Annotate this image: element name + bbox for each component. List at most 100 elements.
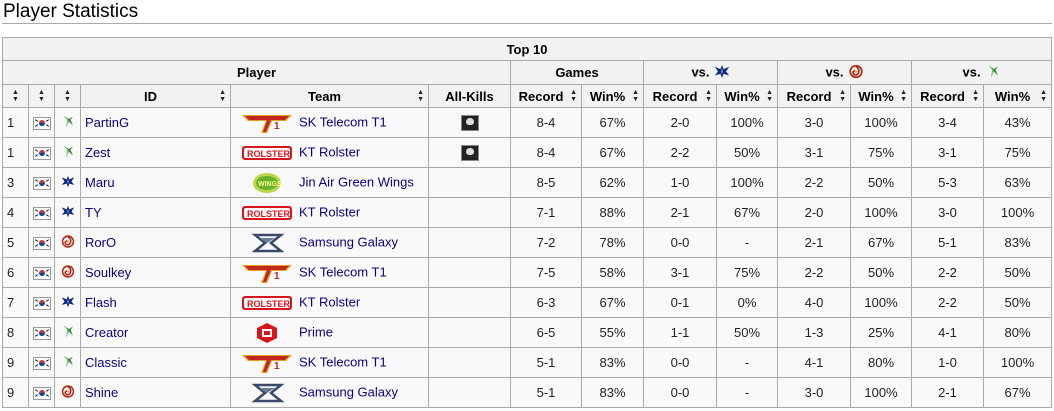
player-link[interactable]: Classic [85, 355, 127, 370]
sort-allkills-header[interactable]: All-Kills [428, 84, 511, 108]
vs-protoss-label: vs. [962, 63, 981, 79]
race-cell [54, 257, 81, 288]
team-link[interactable]: Prime [299, 323, 333, 339]
player-link[interactable]: TY [85, 205, 102, 220]
vs-terran-winpct-cell: 50% [716, 137, 778, 168]
rank-cell: 1 [2, 137, 29, 168]
player-id-cell: Maru [80, 167, 231, 198]
team-cell: WINGS Jin Air Green Wings [230, 167, 429, 198]
player-link[interactable]: Zest [85, 145, 111, 160]
vs-protoss-winpct-cell: 100% [982, 197, 1053, 228]
vs-terran-winpct-cell: - [716, 347, 778, 378]
sort-rank-header[interactable]: ▲ ▼ [2, 84, 29, 108]
vs-protoss-winpct-cell: 67% [982, 377, 1053, 408]
games-record-cell: 7-2 [510, 227, 582, 258]
vs-terran-winpct-cell: 100% [716, 107, 778, 138]
sort-arrows-icon[interactable]: ▲ ▼ [705, 89, 712, 103]
sort-arrows-icon[interactable]: ▲ ▼ [900, 89, 907, 103]
vs-protoss-winpct-cell: 83% [982, 227, 1053, 258]
games-record-cell: 8-5 [510, 167, 582, 198]
allkills-cell [428, 257, 511, 288]
table-row: 6 Soulkey 1 SK Telecom T1 7-5 58% 3-1 75% 2-2 50%… [2, 257, 1053, 288]
south-korea-flag [33, 207, 51, 221]
south-korea-flag [33, 267, 51, 281]
sort-team-header[interactable]: Team ▲ ▼ [230, 84, 429, 108]
sort-race-header[interactable]: ▲ ▼ [54, 84, 81, 108]
kt-rolster-logo: ROLSTER [242, 295, 292, 310]
vs-zerg-winpct-cell: 80% [850, 347, 912, 378]
vs-terran-winpct-cell: 67% [716, 197, 778, 228]
sort-arrows-icon[interactable]: ▲ ▼ [219, 89, 226, 103]
sort-vs-terran-winpct-header[interactable]: Win% ▲ ▼ [716, 84, 778, 108]
vs-terran-record-cell: 0-1 [643, 287, 717, 318]
player-link[interactable]: Soulkey [85, 265, 132, 280]
sort-arrows-icon[interactable]: ▲ ▼ [64, 89, 71, 103]
sort-arrows-icon[interactable]: ▲ ▼ [766, 89, 773, 103]
player-link[interactable]: PartinG [85, 115, 130, 130]
rank-cell: 3 [2, 167, 29, 198]
team-link[interactable]: SK Telecom T1 [299, 113, 387, 129]
sort-vs-zerg-winpct-header[interactable]: Win% ▲ ▼ [850, 84, 912, 108]
sort-arrows-icon[interactable]: ▲ ▼ [12, 89, 19, 103]
team-link[interactable]: KT Rolster [299, 203, 361, 219]
sort-games-winpct-header[interactable]: Win% ▲ ▼ [581, 84, 644, 108]
player-link[interactable]: Maru [85, 175, 115, 190]
player-link[interactable]: RorO [85, 235, 117, 250]
games-winpct-cell: 55% [581, 317, 644, 348]
sort-id-header[interactable]: ID ▲ ▼ [80, 84, 231, 108]
south-korea-flag [33, 147, 51, 161]
vs-protoss-record-cell: 4-1 [911, 317, 984, 348]
player-link[interactable]: Flash [85, 295, 117, 310]
sort-vs-protoss-winpct-label: Win% [994, 88, 1031, 104]
sort-vs-terran-record-header[interactable]: Record ▲ ▼ [643, 84, 717, 108]
vs-protoss-winpct-cell: 75% [982, 137, 1053, 168]
team-link[interactable]: KT Rolster [299, 143, 361, 159]
team-link[interactable]: SK Telecom T1 [299, 263, 387, 279]
sort-arrows-icon[interactable]: ▲ ▼ [972, 89, 979, 103]
games-winpct-cell: 88% [581, 197, 644, 228]
sort-arrows-icon[interactable]: ▲ ▼ [632, 89, 639, 103]
team-link[interactable]: Samsung Galaxy [299, 383, 398, 399]
team-link[interactable]: KT Rolster [299, 293, 361, 309]
vs-terran-winpct-cell: 50% [716, 317, 778, 348]
player-link[interactable]: Creator [85, 325, 129, 340]
vs-zerg-record-cell: 1-3 [777, 317, 851, 348]
vs-zerg-winpct-cell: 25% [850, 317, 912, 348]
rank-cell: 4 [2, 197, 29, 228]
sort-games-record-header[interactable]: Record ▲ ▼ [510, 84, 582, 108]
sort-arrows-icon[interactable]: ▲ ▼ [38, 89, 45, 103]
vs-protoss-record-cell: 1-0 [911, 347, 984, 378]
team-link[interactable]: Samsung Galaxy [299, 233, 398, 249]
sort-vs-protoss-winpct-header[interactable]: Win% ▲ ▼ [982, 84, 1053, 108]
games-record-cell: 7-5 [510, 257, 582, 288]
allkills-cell [428, 317, 511, 348]
vs-terran-header: vs. [643, 60, 778, 85]
vs-protoss-winpct-cell: 63% [982, 167, 1053, 198]
sort-flag-header[interactable]: ▲ ▼ [28, 84, 55, 108]
protoss-icon [61, 354, 75, 372]
allkills-cell [428, 227, 511, 258]
terran-icon [61, 174, 75, 192]
sort-arrows-icon[interactable]: ▲ ▼ [1040, 89, 1048, 103]
allkills-cell [428, 287, 511, 318]
sort-vs-protoss-record-header[interactable]: Record ▲ ▼ [911, 84, 984, 108]
samsung-galaxy-logo [251, 383, 285, 402]
jin-air-green-wings-logo: WINGS [253, 172, 282, 193]
race-cell [54, 227, 81, 258]
team-link[interactable]: SK Telecom T1 [299, 353, 387, 369]
sort-vs-zerg-record-header[interactable]: Record ▲ ▼ [777, 84, 851, 108]
player-id-cell: Zest [80, 137, 231, 168]
terran-icon [61, 294, 75, 312]
team-link[interactable]: Jin Air Green Wings [299, 173, 414, 189]
protoss-icon [61, 114, 75, 132]
race-cell [54, 317, 81, 348]
team-cell: Prime [230, 317, 429, 348]
games-winpct-cell: 67% [581, 287, 644, 318]
sort-arrows-icon[interactable]: ▲ ▼ [839, 89, 846, 103]
sort-arrows-icon[interactable]: ▲ ▼ [417, 89, 424, 103]
sort-arrows-icon[interactable]: ▲ ▼ [570, 89, 577, 103]
player-link[interactable]: Shine [85, 385, 119, 400]
south-korea-flag [33, 387, 51, 401]
south-korea-flag [33, 297, 51, 311]
vs-terran-record-cell: 3-1 [643, 257, 717, 288]
